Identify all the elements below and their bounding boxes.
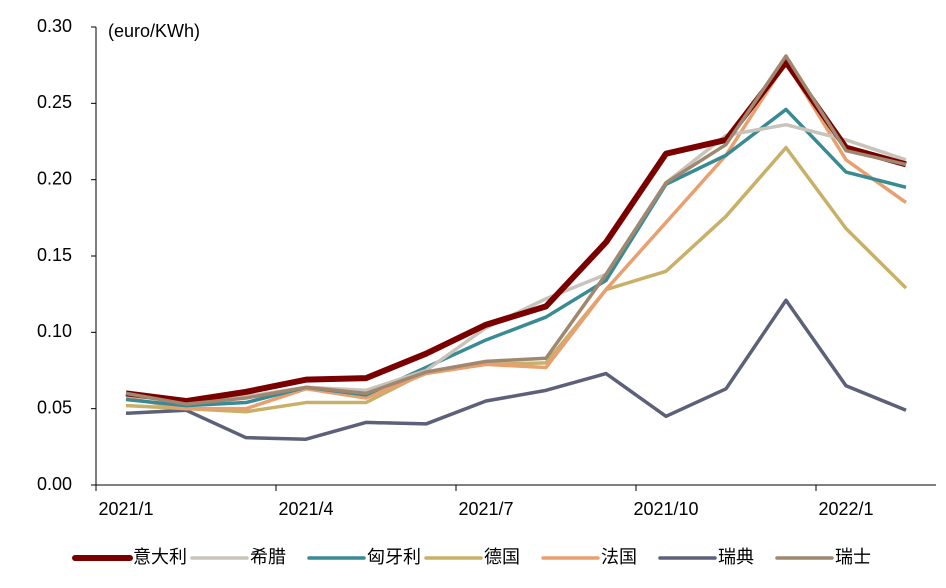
x-tick-label: 2021/7 (458, 499, 513, 519)
y-tick-label: 0.15 (37, 245, 72, 265)
legend-label: 匈牙利 (367, 547, 421, 567)
y-tick-label: 0.10 (37, 321, 72, 341)
y-tick-label: 0.25 (37, 92, 72, 112)
series-line (125, 298, 907, 441)
x-tick-label: 2021/10 (633, 499, 698, 519)
y-tick-label: 0.30 (37, 16, 72, 36)
legend-label: 德国 (484, 547, 520, 567)
series-line (125, 107, 907, 408)
unit-label: (euro/KWh) (108, 21, 200, 41)
y-tick-label: 0.05 (37, 397, 72, 417)
series-line (125, 59, 907, 405)
legend-label: 法国 (601, 547, 637, 567)
x-tick-label: 2022/1 (818, 499, 873, 519)
x-tick-label: 2021/4 (278, 499, 333, 519)
legend-label: 瑞典 (718, 547, 754, 567)
y-tick-label: 0.20 (37, 168, 72, 188)
y-tick-label: 0.00 (37, 474, 72, 494)
series-line (125, 145, 908, 414)
x-tick-label: 2021/1 (98, 499, 153, 519)
legend-label: 瑞士 (835, 547, 871, 567)
legend-label: 希腊 (250, 547, 286, 567)
series-line (125, 54, 907, 406)
legend-label: 意大利 (133, 547, 187, 567)
